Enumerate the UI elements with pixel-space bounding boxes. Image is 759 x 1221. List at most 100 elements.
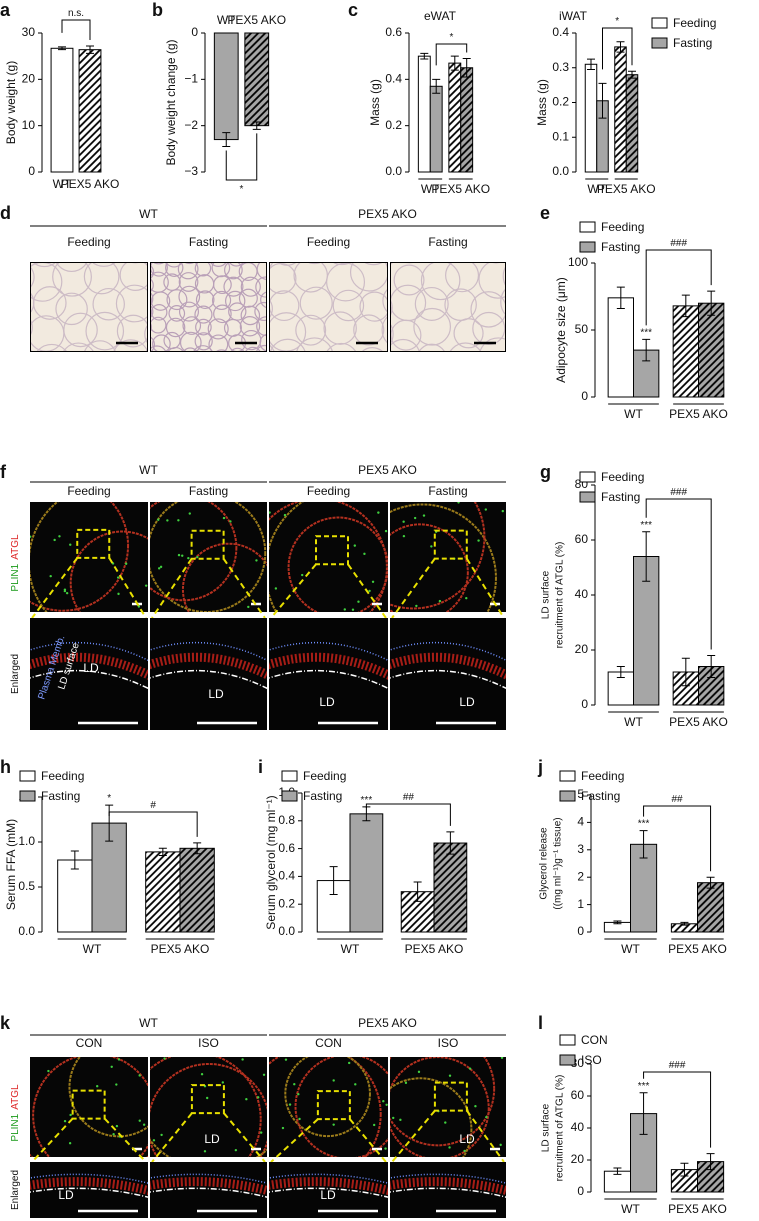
condition-label: CON bbox=[315, 1036, 342, 1050]
puncta bbox=[402, 534, 406, 538]
puncta bbox=[58, 535, 61, 538]
cell-outline bbox=[31, 262, 57, 268]
x-tick-label: PEX5 AKO bbox=[668, 1202, 727, 1216]
cell-outline bbox=[349, 262, 388, 292]
puncta bbox=[274, 587, 278, 590]
cell-outline bbox=[500, 287, 506, 316]
puncta bbox=[144, 584, 148, 587]
puncta bbox=[298, 1117, 301, 1121]
y-axis-label: Mass (g) bbox=[535, 79, 549, 126]
puncta bbox=[288, 1103, 292, 1106]
error-bar bbox=[616, 286, 625, 310]
y-tick-label: 20 bbox=[22, 72, 36, 86]
y-axis-label: Glycerol release bbox=[539, 827, 550, 900]
cell-outline bbox=[203, 262, 211, 263]
legend-swatch bbox=[651, 37, 668, 49]
puncta bbox=[157, 567, 161, 570]
membrane bbox=[390, 502, 486, 610]
puncta bbox=[474, 1104, 477, 1108]
legend-label: Feeding bbox=[673, 16, 716, 30]
enlarged-image bbox=[269, 618, 388, 730]
cell-outline bbox=[179, 331, 202, 352]
bar bbox=[672, 305, 700, 398]
cell-outline bbox=[150, 321, 152, 334]
fluorescence-image bbox=[390, 1057, 506, 1157]
cell-outline bbox=[55, 262, 88, 273]
group-label: PEX5 AKO bbox=[358, 207, 417, 221]
puncta bbox=[229, 520, 232, 523]
cell-outline bbox=[390, 298, 393, 317]
puncta bbox=[457, 502, 460, 504]
significance: *** bbox=[640, 520, 652, 531]
puncta bbox=[96, 1084, 99, 1088]
ld-surface bbox=[269, 1187, 388, 1198]
bracket bbox=[645, 249, 712, 326]
lipid-band bbox=[269, 1177, 388, 1196]
y-tick-label: 0 bbox=[581, 389, 588, 403]
cell-outline bbox=[52, 262, 92, 297]
membrane bbox=[390, 503, 497, 612]
background bbox=[150, 618, 267, 730]
y-tick-label: −3 bbox=[184, 164, 198, 178]
tissue bbox=[269, 262, 388, 352]
puncta bbox=[112, 1133, 115, 1136]
puncta bbox=[402, 520, 405, 523]
panel-letter: a bbox=[0, 0, 11, 20]
ld-label: LD bbox=[208, 687, 224, 701]
cell-outline bbox=[115, 284, 148, 323]
error-bar bbox=[222, 132, 231, 148]
y-axis-label: LD surface bbox=[541, 570, 552, 619]
y-tick-label: 0.2 bbox=[552, 95, 569, 109]
puncta bbox=[138, 1119, 141, 1122]
x-tick-label: WT bbox=[53, 177, 72, 191]
fluorescence-image bbox=[30, 1057, 148, 1157]
y-tick-label: 1 bbox=[577, 897, 584, 911]
condition-label: Fasting bbox=[189, 235, 228, 249]
cell-outline bbox=[323, 311, 357, 345]
membrane bbox=[30, 502, 130, 612]
bar bbox=[614, 46, 627, 173]
cell-outline bbox=[214, 349, 229, 352]
y-tick-label: 0 bbox=[28, 164, 35, 178]
puncta bbox=[138, 1074, 141, 1077]
chart-title: eWAT bbox=[424, 9, 457, 23]
ld-surface bbox=[390, 669, 506, 690]
membrane bbox=[32, 1057, 148, 1157]
cell-outline bbox=[413, 307, 452, 346]
bracket bbox=[225, 133, 258, 181]
cell-outline bbox=[360, 347, 384, 352]
cell-outline bbox=[332, 289, 365, 322]
cell-outline bbox=[256, 262, 267, 280]
puncta bbox=[68, 1142, 72, 1145]
ld-label: LD bbox=[58, 1188, 74, 1202]
cell-outline bbox=[296, 337, 334, 352]
error-bar bbox=[642, 338, 651, 362]
ld-surface bbox=[30, 669, 148, 690]
puncta bbox=[117, 1058, 121, 1061]
legend-label: Fasting bbox=[303, 789, 342, 803]
zoom-box bbox=[71, 1089, 106, 1120]
puncta bbox=[422, 514, 426, 517]
bar bbox=[429, 85, 443, 173]
legend-label: Feeding bbox=[601, 220, 644, 234]
cell-outline bbox=[388, 235, 418, 265]
puncta bbox=[384, 1147, 387, 1150]
cell-outline bbox=[224, 262, 243, 280]
legend-swatch bbox=[559, 1034, 576, 1046]
x-tick-label: PEX5 AKO bbox=[227, 13, 286, 27]
y-tick-label: 0 bbox=[191, 25, 198, 39]
condition-label: Feeding bbox=[67, 484, 110, 498]
x-tick-label: WT bbox=[587, 182, 606, 196]
y-tick-label: 40 bbox=[571, 1120, 585, 1134]
puncta bbox=[116, 576, 120, 579]
bar bbox=[460, 67, 474, 173]
cell-outline bbox=[472, 311, 506, 346]
puncta bbox=[262, 1073, 266, 1076]
legend-swatch bbox=[281, 790, 298, 802]
zoom-lines bbox=[151, 558, 266, 619]
cell-outline bbox=[240, 276, 261, 297]
cell-outline bbox=[223, 276, 244, 297]
enlarged-image bbox=[30, 618, 148, 730]
error-bar bbox=[639, 1092, 648, 1135]
legend-swatch bbox=[559, 790, 576, 802]
